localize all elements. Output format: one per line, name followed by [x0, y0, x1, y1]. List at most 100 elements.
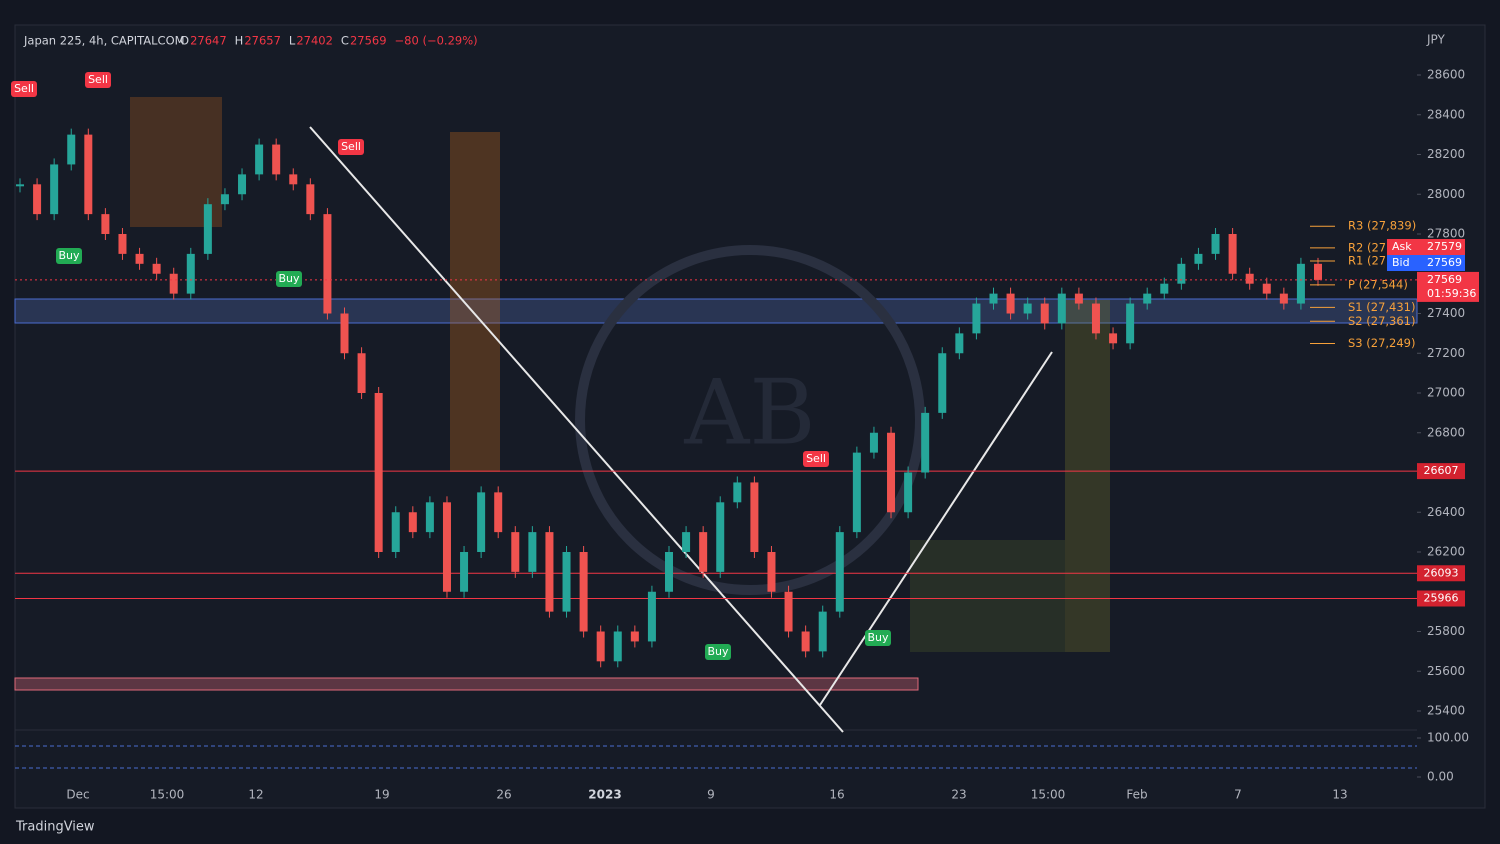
candle — [579, 552, 588, 632]
candle — [904, 472, 913, 513]
level-label-box — [1417, 565, 1465, 582]
ask-value: 27579 — [1427, 240, 1462, 253]
candle — [1074, 293, 1083, 304]
candle — [1006, 293, 1015, 314]
price-tick-label: 27400 — [1427, 306, 1465, 320]
price-tick-label: 28600 — [1427, 68, 1465, 82]
time-tick-label: 2023 — [588, 788, 621, 802]
candle — [408, 512, 417, 533]
candle — [152, 263, 161, 274]
candle — [357, 353, 366, 393]
pivot-label: R1 (27, — [1348, 254, 1390, 268]
pivot-label: R2 (27, — [1348, 240, 1390, 254]
shade-zone — [450, 132, 500, 472]
bid-label: Bid — [1392, 256, 1410, 269]
price-tick-label: 28400 — [1427, 107, 1465, 121]
candle — [1245, 273, 1254, 284]
candle — [596, 631, 605, 662]
change: −80 (−0.29%) — [395, 34, 478, 48]
signal-label: Buy — [707, 645, 729, 658]
signal-label: Sell — [14, 82, 34, 95]
candle — [306, 184, 315, 215]
signal-label: Buy — [58, 249, 80, 262]
ohlc-key: C — [341, 34, 349, 48]
candle — [665, 552, 673, 592]
signal-label: Buy — [867, 631, 889, 644]
candle — [340, 313, 349, 354]
candle — [784, 591, 793, 632]
signal-label: Sell — [341, 140, 361, 153]
price-tick-label: 26200 — [1427, 545, 1465, 559]
trend-line — [819, 351, 1053, 706]
candle — [67, 134, 76, 165]
time-tick-label: Dec — [66, 788, 89, 802]
signal-box — [705, 644, 731, 660]
candle — [801, 631, 810, 652]
oscillator-tick-label: 100.00 — [1427, 731, 1469, 745]
candle — [1262, 283, 1271, 294]
candle — [1126, 303, 1135, 344]
time-tick-label: 9 — [707, 788, 715, 802]
candle — [1040, 303, 1049, 324]
candle — [50, 164, 59, 215]
candle — [852, 452, 861, 533]
price-tick-label: 25600 — [1427, 664, 1465, 678]
candle — [750, 482, 759, 552]
candle — [460, 552, 469, 592]
candle — [255, 144, 264, 175]
candle — [835, 532, 844, 612]
brand: TradingView — [15, 820, 95, 835]
candle — [84, 134, 93, 215]
currency: JPY — [1426, 33, 1446, 47]
symbol: Japan 225, 4h, CAPITALCOM — [23, 34, 185, 48]
candle — [921, 412, 930, 473]
pivot-label: S2 (27,361) — [1348, 314, 1415, 328]
countdown: 01:59:36 — [1427, 287, 1476, 300]
candle — [238, 174, 247, 195]
ohlc-key: O — [180, 34, 189, 48]
signal-label: Sell — [88, 73, 108, 86]
signal-box — [865, 630, 891, 646]
level-label-box — [1417, 463, 1465, 480]
bid-box — [1387, 255, 1465, 271]
signal-label: Sell — [806, 452, 826, 465]
candle — [289, 174, 298, 185]
candle — [511, 532, 520, 572]
signal-label: Buy — [278, 272, 300, 285]
candle — [374, 393, 383, 552]
price-tick-label: 27200 — [1427, 346, 1465, 360]
signal-box — [276, 271, 302, 287]
shade-zone — [910, 540, 1065, 652]
candle — [972, 303, 981, 334]
time-tick-label: Feb — [1126, 788, 1147, 802]
level-label: 26093 — [1424, 566, 1459, 579]
candle — [1279, 293, 1288, 304]
candle — [1211, 234, 1220, 254]
candle — [323, 214, 332, 314]
time-tick-label: 15:00 — [1031, 788, 1066, 802]
signal-box — [85, 72, 111, 88]
oscillator-tick-label: 0.00 — [1427, 770, 1454, 784]
candle — [630, 631, 639, 642]
candle — [716, 502, 725, 572]
time-tick-label: 13 — [1332, 788, 1347, 802]
candle — [955, 333, 964, 354]
ohlc-value: 27402 — [296, 34, 333, 48]
last-box — [1417, 271, 1479, 302]
candle — [938, 353, 947, 413]
shade-zone — [1065, 300, 1110, 652]
price-tick-label: 28200 — [1427, 147, 1465, 161]
ohlc-value: 27657 — [244, 34, 281, 48]
candle — [699, 532, 708, 572]
last-price: 27569 — [1427, 273, 1462, 286]
pivot-label: S3 (27,249) — [1348, 336, 1415, 350]
ohlc-key: L — [289, 34, 296, 48]
candle — [220, 194, 229, 205]
candle — [682, 532, 691, 552]
time-tick-label: 23 — [951, 788, 966, 802]
price-tick-label: 25800 — [1427, 624, 1465, 638]
candle — [613, 631, 622, 662]
candle — [1109, 333, 1118, 344]
candle — [442, 502, 451, 592]
candle — [528, 532, 537, 572]
